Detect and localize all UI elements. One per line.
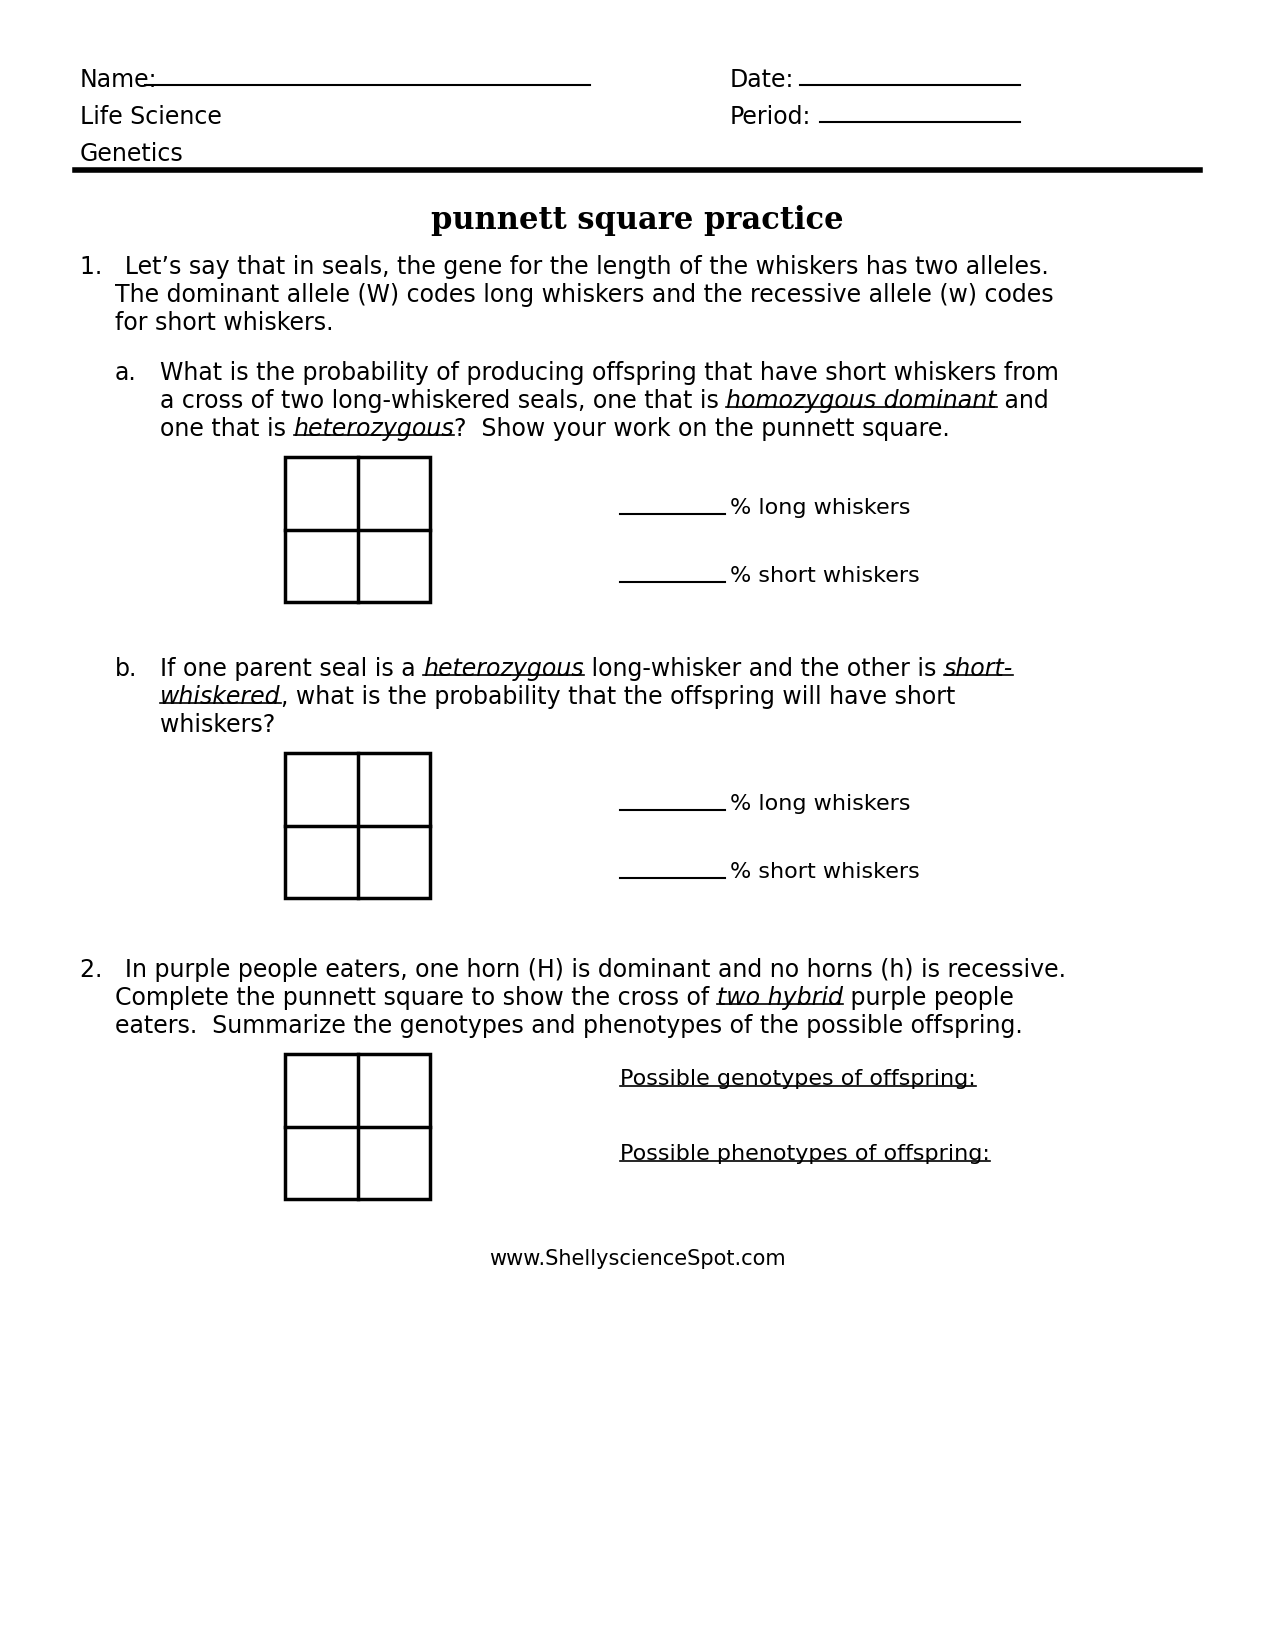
Text: one that is: one that is xyxy=(159,417,293,441)
Bar xyxy=(286,752,430,898)
Text: purple people: purple people xyxy=(843,987,1014,1010)
Text: punnett square practice: punnett square practice xyxy=(431,205,844,236)
Text: short-: short- xyxy=(944,657,1012,681)
Text: % short whiskers: % short whiskers xyxy=(731,861,919,881)
Text: two hybrid: two hybrid xyxy=(717,987,843,1010)
Text: Life Science: Life Science xyxy=(80,106,222,129)
Text: homozygous dominant: homozygous dominant xyxy=(727,389,997,412)
Text: % long whiskers: % long whiskers xyxy=(731,794,910,813)
Text: Complete the punnett square to show the cross of: Complete the punnett square to show the … xyxy=(115,987,717,1010)
Text: 2.   In purple people eaters, one horn (H) is dominant and no horns (h) is reces: 2. In purple people eaters, one horn (H)… xyxy=(80,959,1066,982)
Text: whiskers?: whiskers? xyxy=(159,713,275,738)
Text: a.: a. xyxy=(115,361,136,384)
Text: Period:: Period: xyxy=(731,106,811,129)
Text: , what is the probability that the offspring will have short: , what is the probability that the offsp… xyxy=(280,685,955,710)
Text: for short whiskers.: for short whiskers. xyxy=(115,310,334,335)
Text: % short whiskers: % short whiskers xyxy=(731,566,919,586)
Text: The dominant allele (W) codes long whiskers and the recessive allele (w) codes: The dominant allele (W) codes long whisk… xyxy=(115,284,1053,307)
Text: a cross of two long-whiskered seals, one that is: a cross of two long-whiskered seals, one… xyxy=(159,389,727,412)
Text: b.: b. xyxy=(115,657,138,681)
Text: 1.   Let’s say that in seals, the gene for the length of the whiskers has two al: 1. Let’s say that in seals, the gene for… xyxy=(80,256,1049,279)
Text: www.ShellyscienceSpot.com: www.ShellyscienceSpot.com xyxy=(490,1249,785,1269)
Text: % long whiskers: % long whiskers xyxy=(731,498,910,518)
Text: ?  Show your work on the punnett square.: ? Show your work on the punnett square. xyxy=(454,417,950,441)
Text: heterozygous: heterozygous xyxy=(293,417,454,441)
Text: long-whisker and the other is: long-whisker and the other is xyxy=(584,657,944,681)
Text: whiskered: whiskered xyxy=(159,685,280,710)
Text: Genetics: Genetics xyxy=(80,142,184,167)
Text: Name:: Name: xyxy=(80,68,158,92)
Text: and: and xyxy=(997,389,1048,412)
Text: If one parent seal is a: If one parent seal is a xyxy=(159,657,423,681)
Text: Possible phenotypes of offspring:: Possible phenotypes of offspring: xyxy=(620,1143,989,1163)
Text: What is the probability of producing offspring that have short whiskers from: What is the probability of producing off… xyxy=(159,361,1058,384)
Bar xyxy=(286,1054,430,1200)
Text: Date:: Date: xyxy=(731,68,794,92)
Text: heterozygous: heterozygous xyxy=(423,657,584,681)
Text: eaters.  Summarize the genotypes and phenotypes of the possible offspring.: eaters. Summarize the genotypes and phen… xyxy=(115,1015,1023,1038)
Bar xyxy=(286,457,430,602)
Text: Possible genotypes of offspring:: Possible genotypes of offspring: xyxy=(620,1069,975,1089)
